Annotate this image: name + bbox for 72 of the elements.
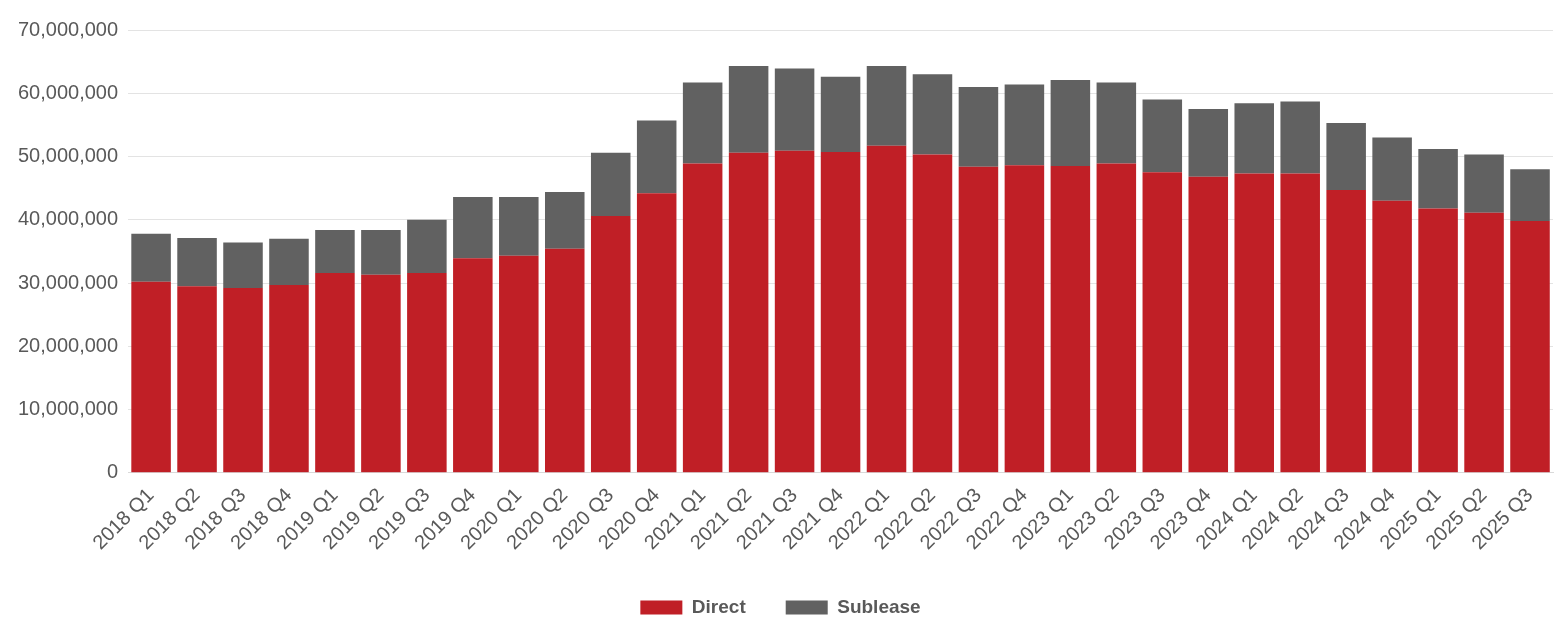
- bar: [958, 86, 999, 167]
- y-tick-label: 10,000,000: [17, 397, 119, 420]
- bar: [1234, 173, 1274, 473]
- bar: [361, 229, 401, 275]
- y-tick-label: 0: [106, 460, 119, 483]
- bar: [545, 191, 585, 249]
- bar: [912, 74, 953, 155]
- bar: [131, 281, 171, 473]
- bar: [912, 154, 953, 473]
- bar: [1372, 200, 1412, 473]
- bar: [1096, 82, 1137, 164]
- bar: [1142, 99, 1183, 173]
- bar: [820, 76, 861, 153]
- bar: [1004, 165, 1045, 473]
- bar: [269, 284, 309, 473]
- bar: [1280, 173, 1320, 473]
- bar: [1510, 221, 1550, 473]
- bar: [958, 166, 999, 473]
- bar: [1004, 84, 1045, 166]
- bar: [636, 193, 677, 473]
- bar: [1418, 208, 1458, 473]
- bar: [1234, 103, 1274, 174]
- bar: [223, 288, 263, 473]
- bar: [820, 152, 861, 473]
- bar: [315, 229, 355, 273]
- bar: [499, 196, 539, 256]
- bar: [1050, 79, 1091, 166]
- bar: [177, 238, 217, 287]
- y-tick-label: 70,000,000: [17, 17, 119, 40]
- bar: [774, 68, 815, 151]
- bar: [590, 152, 631, 216]
- bar: [1142, 172, 1183, 473]
- bar: [1326, 190, 1366, 473]
- bar: [1188, 109, 1229, 177]
- bar: [361, 274, 401, 473]
- bar: [131, 233, 171, 282]
- bar: [1418, 148, 1458, 209]
- bar: [407, 272, 447, 473]
- bar: [453, 196, 493, 259]
- bar: [407, 219, 447, 273]
- y-tick-label: 30,000,000: [17, 270, 119, 293]
- y-tick-label: 60,000,000: [17, 80, 119, 103]
- bar: [866, 66, 907, 146]
- bar: [453, 258, 493, 473]
- bar: [1464, 154, 1504, 213]
- y-tick-label: 50,000,000: [17, 144, 119, 167]
- bar: [223, 242, 263, 289]
- bar: [177, 286, 217, 473]
- y-tick-label: 20,000,000: [17, 333, 119, 356]
- bar: [1096, 163, 1137, 473]
- bar: [1188, 176, 1229, 473]
- bar: [1280, 101, 1320, 174]
- legend-label: Sublease: [837, 595, 921, 617]
- bar: [1510, 169, 1550, 222]
- legend-label: Direct: [691, 595, 747, 617]
- bar: [682, 82, 723, 164]
- bar: [866, 145, 907, 473]
- bar: [315, 272, 355, 473]
- bar: [774, 150, 815, 473]
- bar: [590, 215, 631, 473]
- bar: [728, 152, 769, 473]
- y-tick-label: 40,000,000: [17, 207, 119, 230]
- bar: [545, 248, 585, 473]
- bar: [682, 163, 723, 473]
- bar: [1326, 122, 1366, 191]
- bar: [1372, 137, 1412, 201]
- bar: [1050, 166, 1091, 473]
- bar: [1464, 212, 1504, 473]
- bar: [728, 66, 769, 153]
- bar: [636, 120, 677, 194]
- bar: [499, 255, 539, 473]
- bar: [269, 238, 309, 285]
